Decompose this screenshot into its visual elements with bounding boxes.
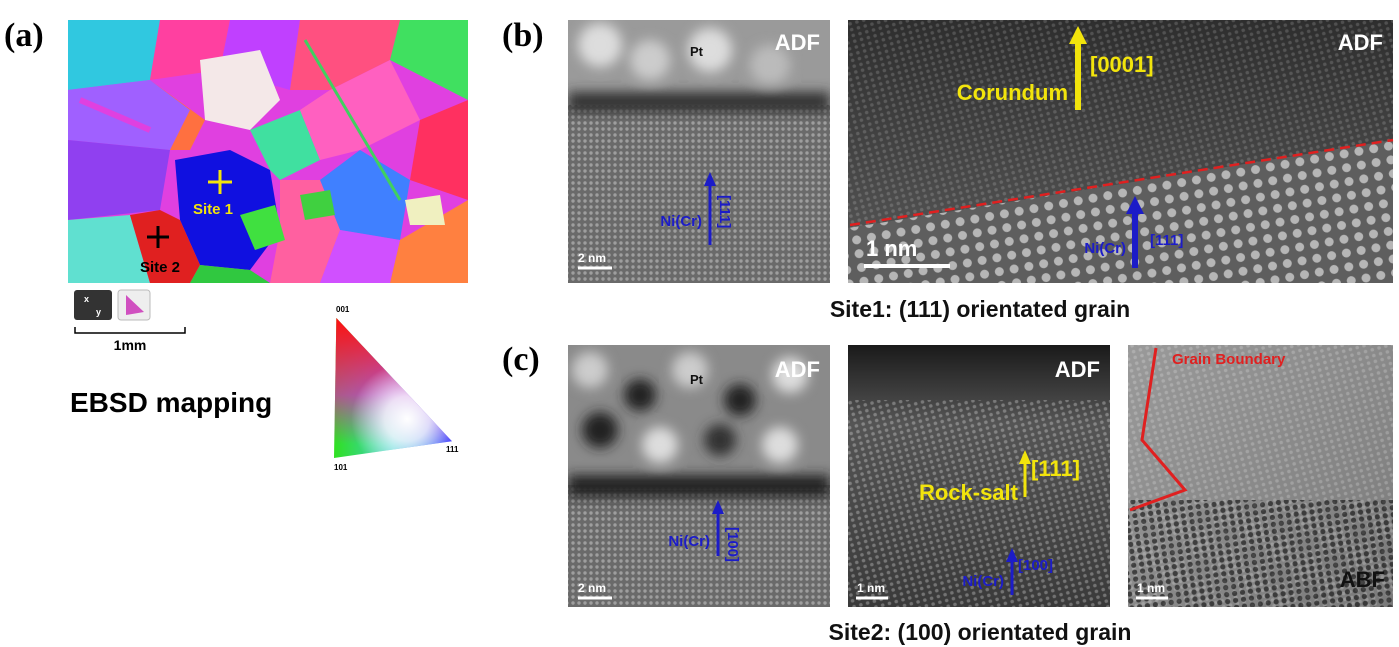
caption: Site2: (100) orientated grain xyxy=(829,619,1132,645)
panel-label: (a) xyxy=(4,17,44,54)
scale-bar-label: 1mm xyxy=(114,337,147,353)
figure: (a) Site 1 Site 2 x y 1mm EBSD map xyxy=(0,0,1399,647)
scale-bar-label: 2 nm xyxy=(578,581,606,595)
phase-label: Ni(Cr) xyxy=(660,213,702,230)
site-label: Site 1 xyxy=(193,201,233,218)
layer-label: Pt xyxy=(690,372,704,387)
page: EBSD and STEM figure {"panel_a": {"label… xyxy=(0,0,1399,647)
stem-image xyxy=(568,20,830,283)
panel-label: (c) xyxy=(502,341,540,378)
scale-bar-label: 2 nm xyxy=(578,251,606,265)
detector-label: ADF xyxy=(1338,30,1383,55)
ipf-label: 111 xyxy=(446,445,459,454)
direction-label: [111] xyxy=(1150,232,1183,249)
oxide-label: Rock-salt xyxy=(919,480,1019,505)
phase-label: Ni(Cr) xyxy=(962,573,1004,590)
ebsd-map xyxy=(68,20,468,283)
direction-label: [100] xyxy=(724,527,741,562)
axes-icon xyxy=(74,290,112,320)
panel-title: EBSD mapping xyxy=(70,387,272,418)
annotation: Grain Boundary xyxy=(1172,351,1286,368)
axis-label: x xyxy=(84,294,89,304)
phase-label: Ni(Cr) xyxy=(668,533,710,550)
panel-label: (b) xyxy=(502,17,544,54)
scale-bar-label: 1 nm xyxy=(857,581,885,595)
scale-bar-label: 1 nm xyxy=(866,236,917,261)
scale-bar xyxy=(75,327,185,333)
oxide-label: Corundum xyxy=(957,80,1068,105)
direction-label: [0001] xyxy=(1090,52,1154,77)
direction-label: [111] xyxy=(1031,456,1080,481)
phase-label: Ni(Cr) xyxy=(1084,240,1126,257)
ipf-label: 101 xyxy=(334,463,348,472)
detector-label: ADF xyxy=(775,357,820,382)
layer-label: Pt xyxy=(690,44,704,59)
detector-label: ADF xyxy=(775,30,820,55)
site-label: Site 2 xyxy=(140,259,180,276)
figure-canvas: (a) Site 1 Site 2 x y 1mm EBSD map xyxy=(0,0,1399,647)
detector-label: ABF xyxy=(1340,567,1385,592)
detector-label: ADF xyxy=(1055,357,1100,382)
ipf-label: 001 xyxy=(336,305,350,314)
scale-bar-label: 1 nm xyxy=(1137,581,1165,595)
direction-label: [111] xyxy=(716,195,733,228)
caption: Site1: (111) orientated grain xyxy=(830,296,1130,322)
direction-label: [100] xyxy=(1018,557,1053,574)
axis-label: y xyxy=(96,307,101,317)
